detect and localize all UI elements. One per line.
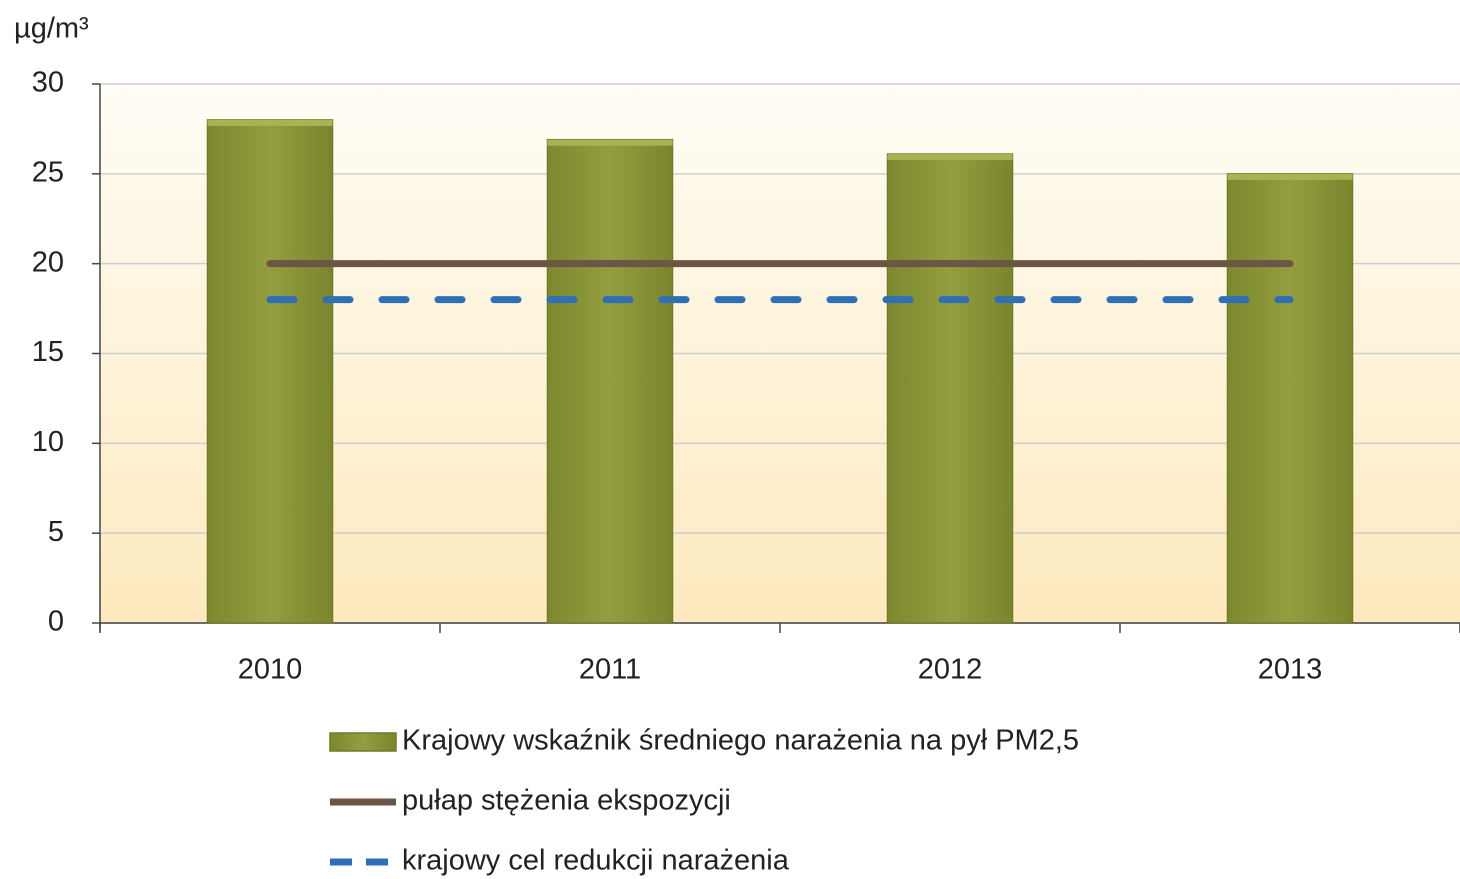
x-tick-label: 2011 <box>579 654 641 686</box>
y-tick-label: 20 <box>32 246 64 278</box>
bar <box>546 138 674 624</box>
bar-top <box>547 139 673 146</box>
y-tick-label: 5 <box>48 516 64 548</box>
bar <box>206 119 334 624</box>
bar <box>1226 173 1354 624</box>
legend-label: pułap stężenia ekspozycji <box>402 785 731 817</box>
legend-label: krajowy cel redukcji narażenia <box>402 845 790 877</box>
bar-top <box>207 119 333 126</box>
x-tick-label: 2010 <box>238 654 303 686</box>
y-tick-label: 15 <box>32 336 64 368</box>
bar <box>886 153 1014 624</box>
bar-top <box>887 154 1013 161</box>
legend-label: Krajowy wskaźnik średniego narażenia na … <box>402 725 1079 757</box>
y-tick-label: 0 <box>48 606 64 638</box>
legend-swatch <box>329 732 397 752</box>
y-tick-label: 10 <box>32 426 64 458</box>
y-tick-label: 30 <box>32 67 64 99</box>
x-tick-label: 2013 <box>1258 654 1323 686</box>
y-tick-label: 25 <box>32 156 64 188</box>
x-tick-label: 2012 <box>918 654 983 686</box>
bar-top <box>1227 173 1353 180</box>
y-axis-label: µg/m³ <box>14 13 89 45</box>
